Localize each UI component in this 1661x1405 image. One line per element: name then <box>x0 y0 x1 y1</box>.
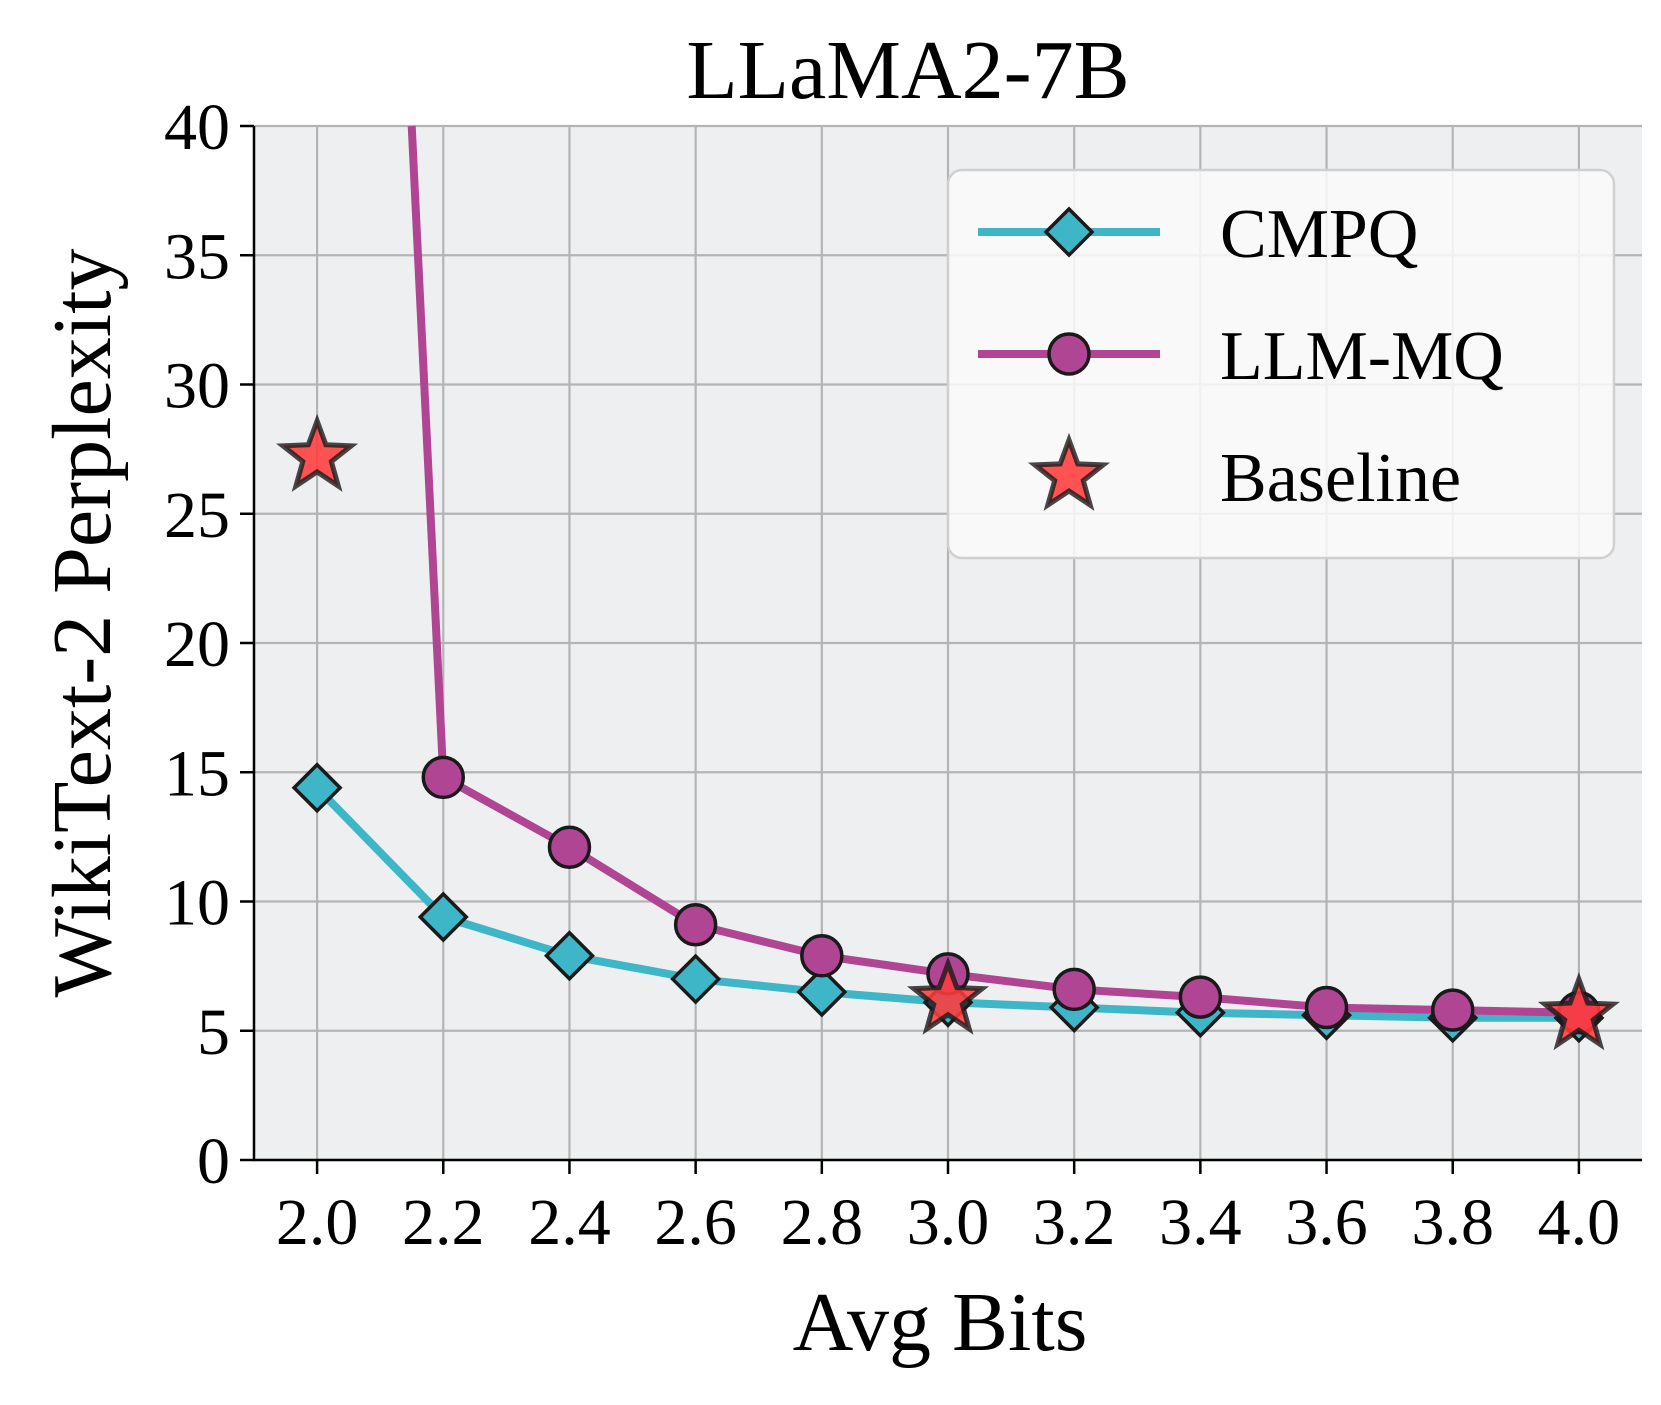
point-llm-mq <box>1178 975 1223 1019</box>
series-layer <box>276 125 1620 1051</box>
y-tick-label: 20 <box>164 608 230 681</box>
point-llm-mq <box>1430 988 1475 1032</box>
point-cmpq <box>543 930 595 982</box>
legend-item-cmpq: CMPQ <box>978 196 1418 273</box>
legend-swatch-marker <box>1043 206 1095 258</box>
point-llm-mq <box>421 755 466 800</box>
y-tick-label: 15 <box>164 737 230 810</box>
y-tick-label: 35 <box>164 220 230 293</box>
y-tick-label: 5 <box>197 996 230 1069</box>
point-llm-mq <box>1304 985 1349 1030</box>
x-tick-label: 4.0 <box>1538 1186 1621 1259</box>
x-tick-label: 3.4 <box>1159 1186 1242 1259</box>
point-cmpq <box>291 762 343 814</box>
legend-item-llm-mq: LLM-MQ <box>978 318 1504 395</box>
legend-swatch-marker <box>1047 332 1091 376</box>
x-axis-label: Avg Bits <box>793 1276 1088 1369</box>
legend-label: LLM-MQ <box>1220 318 1504 395</box>
legend-label: CMPQ <box>1220 196 1418 273</box>
legend-item-baseline: Baseline <box>1027 432 1461 517</box>
point-baseline <box>276 413 359 492</box>
x-tick-label: 2.6 <box>654 1186 737 1259</box>
series-baseline <box>276 413 1620 1051</box>
y-tick-label: 10 <box>164 867 230 940</box>
point-baseline <box>1537 971 1620 1051</box>
point-llm-mq <box>800 934 844 978</box>
point-llm-mq <box>1052 967 1096 1012</box>
chart-title: LLaMA2-7B <box>686 24 1129 117</box>
y-axis-label: WikiText-2 Perplexity <box>36 249 129 998</box>
point-cmpq <box>417 891 469 943</box>
y-tick-label: 40 <box>164 91 230 164</box>
x-tick-label: 2.0 <box>276 1186 359 1259</box>
y-tick-label: 25 <box>164 479 230 552</box>
point-cmpq <box>796 966 848 1018</box>
y-tick-label: 0 <box>197 1125 230 1198</box>
x-tick-label: 2.4 <box>528 1186 611 1259</box>
point-llm-mq <box>547 825 592 869</box>
y-tick-label: 30 <box>164 350 230 423</box>
x-tick-label: 3.2 <box>1033 1186 1116 1259</box>
x-tick-label: 2.8 <box>781 1186 864 1259</box>
x-tick-label: 3.8 <box>1411 1186 1494 1259</box>
legend: CMPQ LLM-MQ Baseline <box>946 168 1616 560</box>
legend-label: Baseline <box>1220 440 1461 517</box>
point-baseline <box>906 956 990 1035</box>
x-tick-label: 3.0 <box>907 1186 990 1259</box>
x-tick-label: 2.2 <box>402 1186 485 1259</box>
legend-swatch-marker <box>1027 432 1111 511</box>
tick-labels: 2.0 2.2 2.4 2.6 2.8 3.0 3.2 3.4 3.6 3.8 4.0 0 5 10 15 2… <box>164 91 1620 1259</box>
point-llm-mq <box>673 903 718 947</box>
legend-box <box>946 168 1616 560</box>
point-cmpq <box>670 953 722 1005</box>
x-tick-label: 3.6 <box>1285 1186 1368 1259</box>
